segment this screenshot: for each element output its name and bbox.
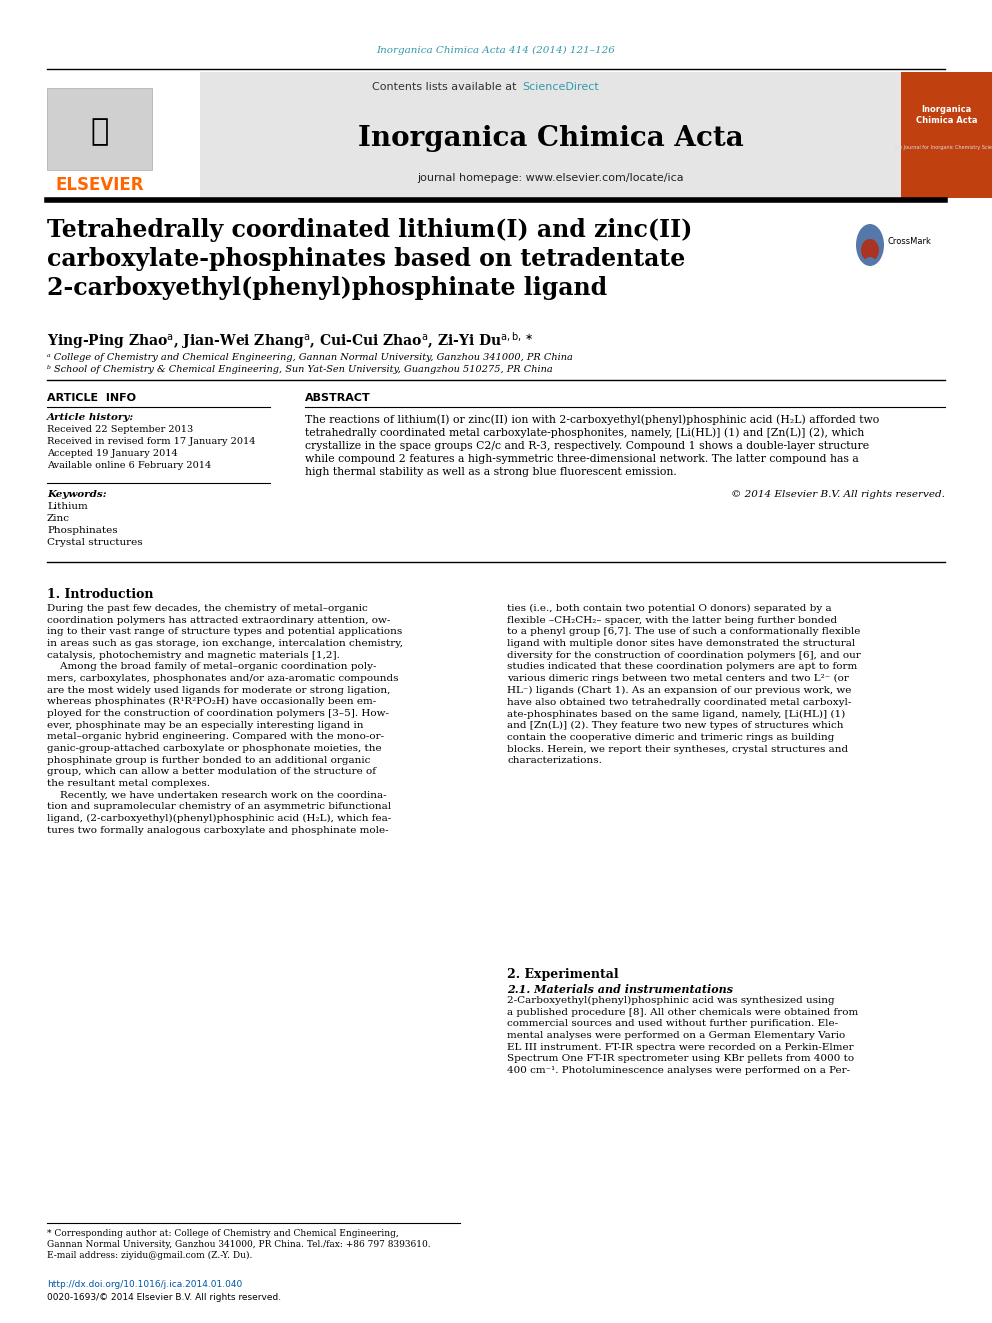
- Text: * Corresponding author at: College of Chemistry and Chemical Engineering,
Gannan: * Corresponding author at: College of Ch…: [47, 1229, 431, 1261]
- Text: Zinc: Zinc: [47, 515, 70, 523]
- Text: ties (i.e., both contain two potential O donors) separated by a
flexible –CH₂CH₂: ties (i.e., both contain two potential O…: [507, 605, 861, 766]
- Text: journal homepage: www.elsevier.com/locate/ica: journal homepage: www.elsevier.com/locat…: [418, 173, 683, 183]
- Bar: [901, 71, 992, 198]
- Text: 2. Experimental: 2. Experimental: [507, 968, 619, 980]
- Text: 2.1. Materials and instrumentations: 2.1. Materials and instrumentations: [507, 984, 733, 995]
- Text: http://dx.doi.org/10.1016/j.ica.2014.01.040: http://dx.doi.org/10.1016/j.ica.2014.01.…: [47, 1279, 242, 1289]
- Text: The Journal for Inorganic Chemistry Science: The Journal for Inorganic Chemistry Scie…: [893, 146, 992, 151]
- Text: Inorganica
Chimica Acta: Inorganica Chimica Acta: [916, 105, 977, 126]
- Text: Received 22 September 2013: Received 22 September 2013: [47, 425, 193, 434]
- Bar: [200, 71, 901, 198]
- Text: ARTICLE  INFO: ARTICLE INFO: [47, 393, 136, 404]
- Text: ᵇ School of Chemistry & Chemical Engineering, Sun Yat-Sen University, Guangzhou : ᵇ School of Chemistry & Chemical Enginee…: [47, 365, 553, 374]
- Text: ELSEVIER: ELSEVIER: [56, 176, 144, 194]
- Text: 0020-1693/© 2014 Elsevier B.V. All rights reserved.: 0020-1693/© 2014 Elsevier B.V. All right…: [47, 1293, 281, 1302]
- Ellipse shape: [856, 224, 884, 266]
- Ellipse shape: [865, 257, 875, 265]
- Text: Received in revised form 17 January 2014: Received in revised form 17 January 2014: [47, 437, 256, 446]
- Text: Tetrahedrally coordinated lithium(I) and zinc(II)
carboxylate-phosphinates based: Tetrahedrally coordinated lithium(I) and…: [47, 218, 692, 299]
- Text: ABSTRACT: ABSTRACT: [305, 393, 371, 404]
- Text: Keywords:: Keywords:: [47, 490, 106, 499]
- Text: Contents lists available at: Contents lists available at: [373, 82, 521, 93]
- Text: Available online 6 February 2014: Available online 6 February 2014: [47, 460, 211, 470]
- Ellipse shape: [861, 239, 879, 261]
- Text: Accepted 19 January 2014: Accepted 19 January 2014: [47, 448, 178, 458]
- Text: ScienceDirect: ScienceDirect: [523, 82, 599, 93]
- Text: Phosphinates: Phosphinates: [47, 527, 118, 534]
- Text: Inorganica Chimica Acta: Inorganica Chimica Acta: [358, 124, 743, 152]
- Text: Article history:: Article history:: [47, 413, 134, 422]
- Bar: [47, 89, 152, 169]
- Text: © 2014 Elsevier B.V. All rights reserved.: © 2014 Elsevier B.V. All rights reserved…: [731, 490, 945, 499]
- Text: ᵃ College of Chemistry and Chemical Engineering, Gannan Normal University, Ganzh: ᵃ College of Chemistry and Chemical Engi…: [47, 353, 572, 363]
- Text: CrossMark: CrossMark: [888, 238, 931, 246]
- Text: 🌳: 🌳: [91, 118, 109, 147]
- Text: Inorganica Chimica Acta 414 (2014) 121–126: Inorganica Chimica Acta 414 (2014) 121–1…: [377, 45, 615, 54]
- Text: Crystal structures: Crystal structures: [47, 538, 143, 546]
- Text: Ying-Ping Zhao$^{\rm a}$, Jian-Wei Zhang$^{\rm a}$, Cui-Cui Zhao$^{\rm a}$, Zi-Y: Ying-Ping Zhao$^{\rm a}$, Jian-Wei Zhang…: [47, 329, 534, 351]
- Bar: [0, 71, 200, 198]
- Text: During the past few decades, the chemistry of metal–organic
coordination polymer: During the past few decades, the chemist…: [47, 605, 403, 835]
- Text: 1. Introduction: 1. Introduction: [47, 587, 154, 601]
- Text: The reactions of lithium(I) or zinc(II) ion with 2-carboxyethyl(phenyl)phosphini: The reactions of lithium(I) or zinc(II) …: [305, 414, 879, 478]
- Text: Lithium: Lithium: [47, 501, 87, 511]
- Text: 2-Carboxyethyl(phenyl)phosphinic acid was synthesized using
a published procedur: 2-Carboxyethyl(phenyl)phosphinic acid wa…: [507, 996, 858, 1076]
